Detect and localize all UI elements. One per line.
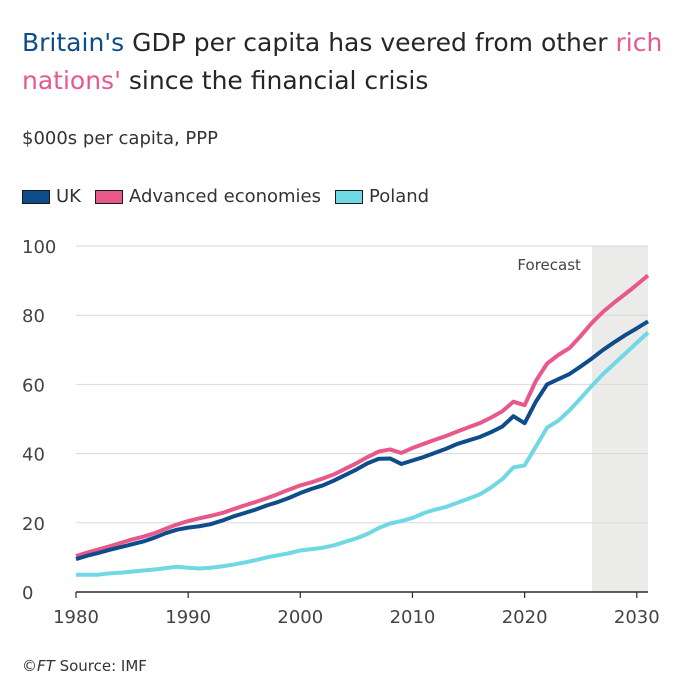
legend-item-uk: UK — [22, 186, 81, 207]
y-tick-label: 0 — [22, 583, 33, 604]
legend-swatch-uk — [22, 189, 50, 204]
legend-label-advanced: Advanced economies — [128, 186, 322, 207]
chart-subtitle: $000s per capita, PPP — [22, 128, 218, 149]
y-tick-label: 80 — [22, 306, 45, 327]
footer-copyright: ©FT — [22, 657, 55, 675]
x-tick-label: 2030 — [614, 607, 660, 628]
legend-label-uk: UK — [56, 186, 81, 207]
title-middle: GDP per capita has veered from other — [124, 28, 616, 57]
legend: UK Advanced economies Poland — [22, 186, 443, 207]
footer: ©FT Source: IMF — [22, 657, 147, 675]
x-tick-label: 2000 — [277, 607, 323, 628]
x-tick-label: 1980 — [53, 607, 99, 628]
series-line-poland — [76, 331, 650, 577]
legend-item-advanced: Advanced economies — [94, 186, 322, 207]
x-tick-label: 2010 — [390, 607, 436, 628]
series-line-uk — [75, 319, 650, 562]
legend-swatch-advanced — [94, 189, 123, 204]
forecast-label: Forecast — [517, 256, 581, 274]
legend-label-poland: Poland — [369, 186, 430, 207]
title-rich-nations: rich nations' — [22, 28, 663, 95]
x-tick-label: 1990 — [165, 607, 211, 628]
legend-item-poland: Poland — [335, 186, 429, 207]
y-tick-label: 20 — [22, 514, 45, 535]
chart-title: Britain's GDP per capita has veered from… — [22, 24, 682, 100]
footer-source: Source: IMF — [54, 657, 147, 675]
title-end: since the financial crisis — [120, 66, 429, 95]
y-tick-label: 40 — [22, 445, 45, 466]
legend-swatch-poland — [335, 189, 364, 204]
x-tick-label: 2020 — [502, 607, 548, 628]
forecast-region — [591, 246, 648, 592]
y-tick-label: 100 — [22, 237, 56, 258]
series-line-advanced — [75, 273, 650, 558]
y-tick-label: 60 — [22, 375, 45, 396]
title-britain: Britain's — [22, 28, 125, 57]
